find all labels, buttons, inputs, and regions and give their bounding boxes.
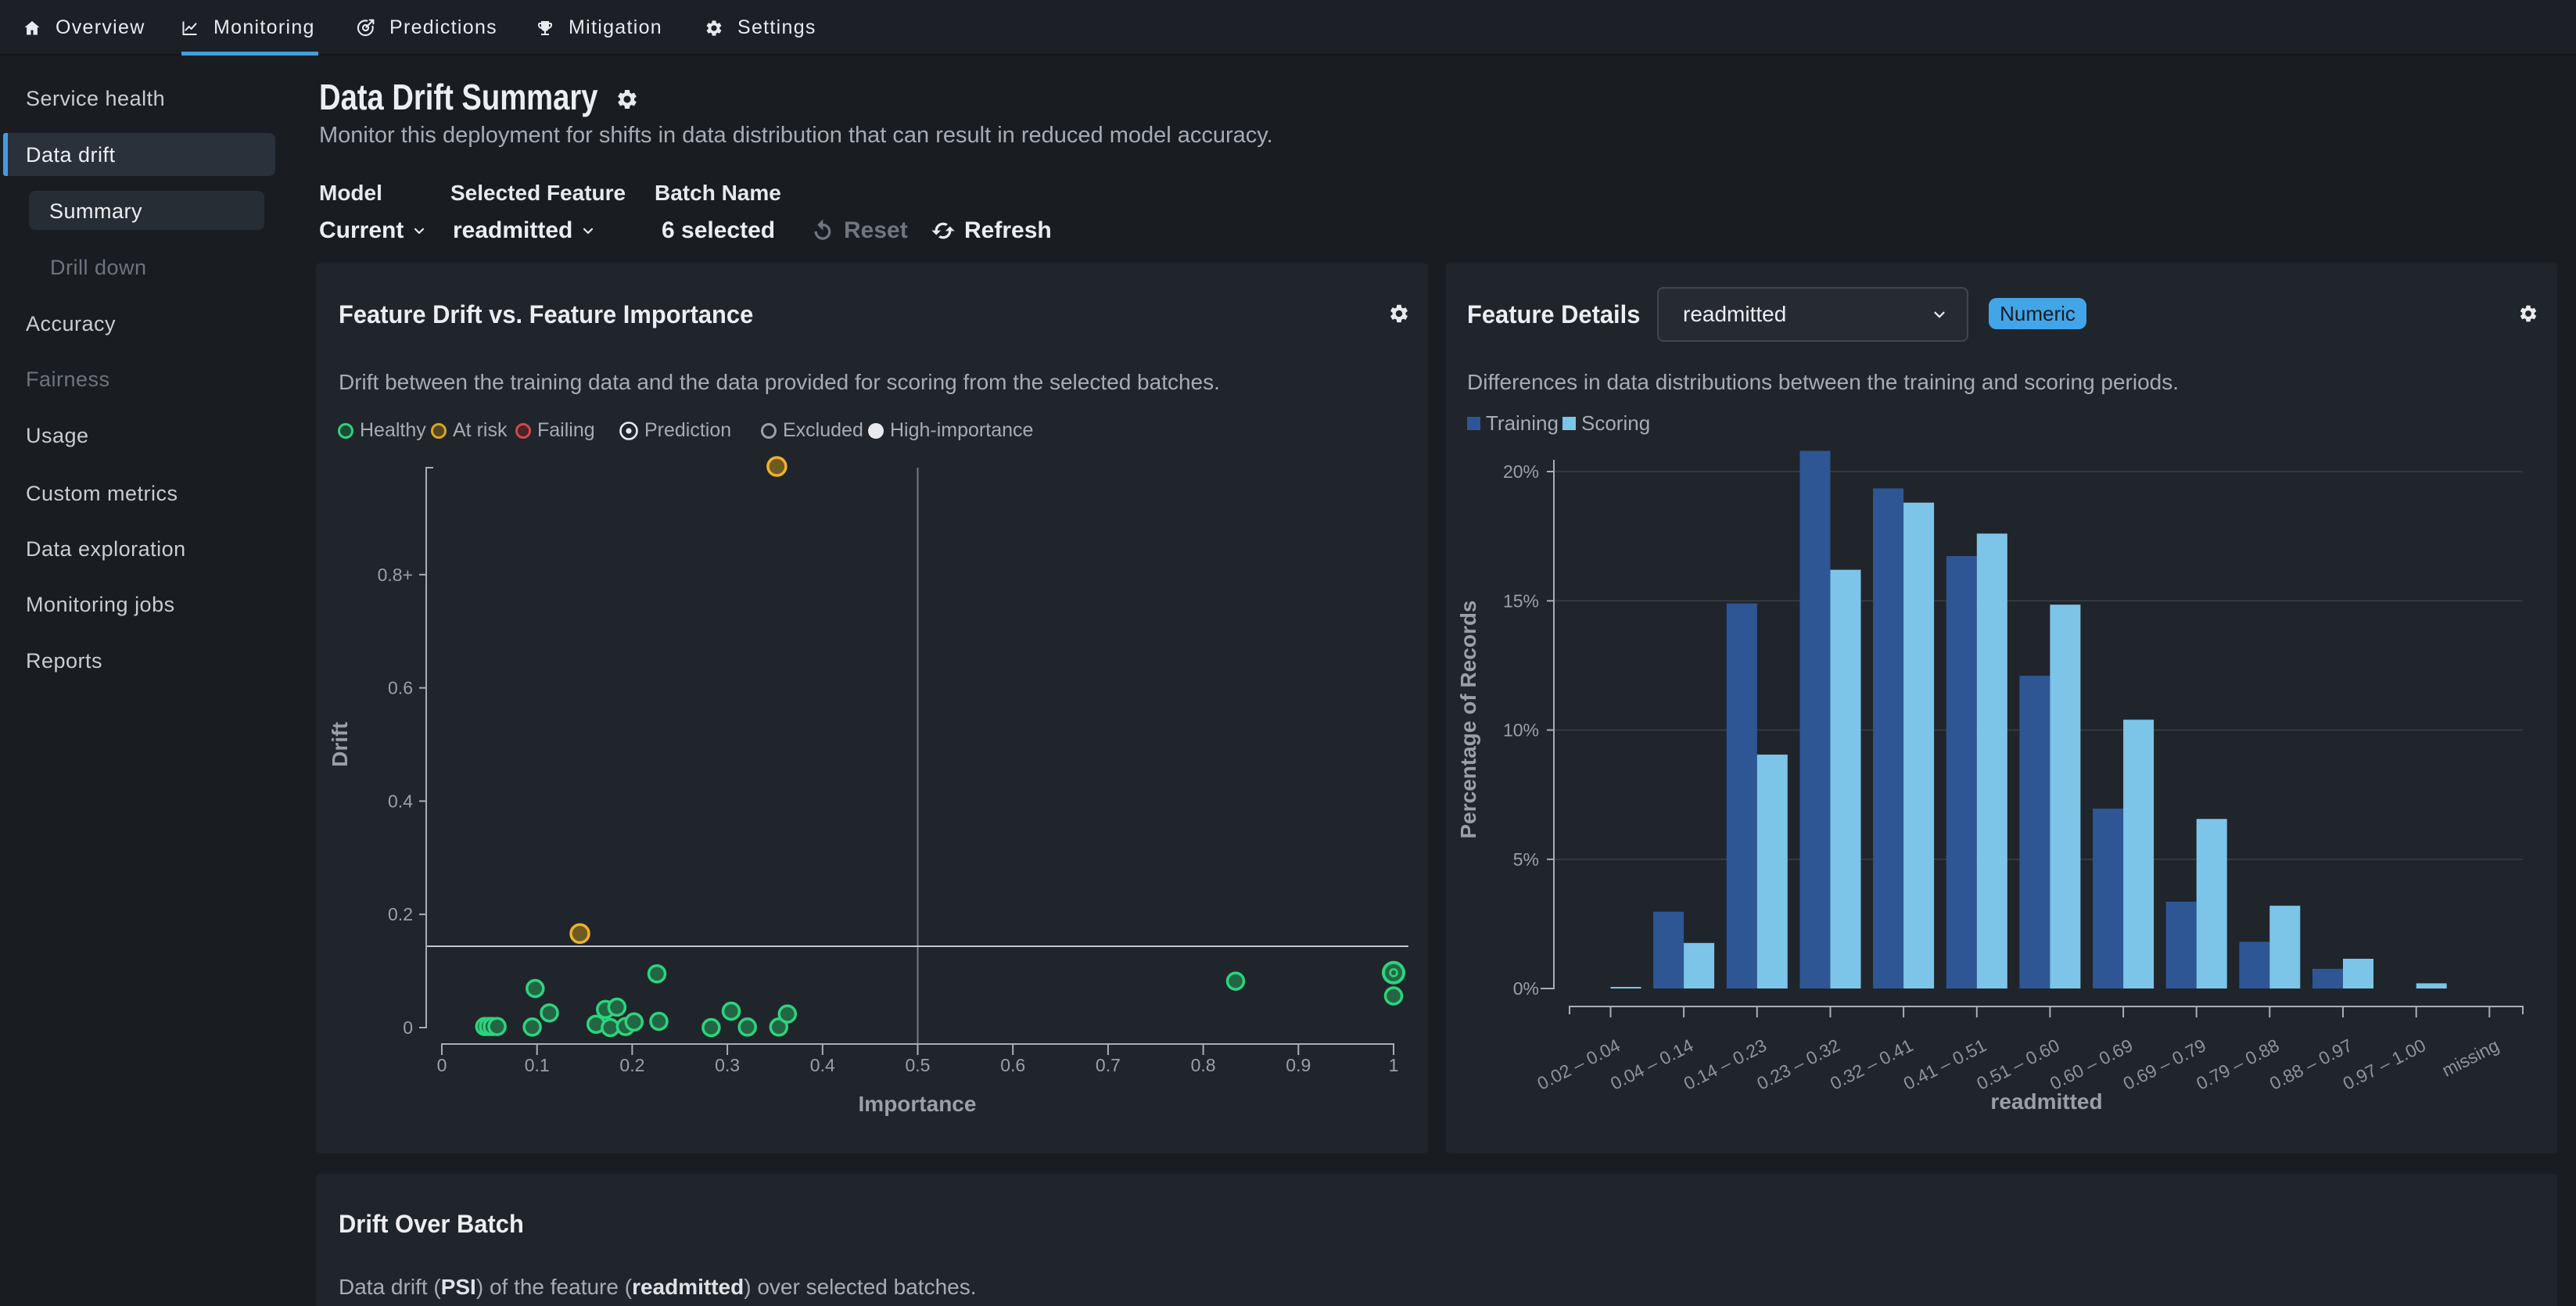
svg-text:0.2: 0.2 xyxy=(619,1055,644,1075)
svg-text:0.6: 0.6 xyxy=(1000,1055,1025,1075)
svg-text:Percentage of Records: Percentage of Records xyxy=(1456,601,1480,839)
svg-text:0.4: 0.4 xyxy=(810,1055,835,1075)
svg-text:0.7: 0.7 xyxy=(1096,1055,1121,1075)
svg-text:0.5: 0.5 xyxy=(906,1055,931,1075)
svg-text:0%: 0% xyxy=(1513,978,1539,999)
svg-text:0.69 – 0.79: 0.69 – 0.79 xyxy=(2120,1035,2209,1093)
svg-text:Importance: Importance xyxy=(859,1092,977,1116)
svg-text:20%: 20% xyxy=(1503,461,1539,482)
svg-text:15%: 15% xyxy=(1503,590,1539,611)
svg-text:0.32 – 0.41: 0.32 – 0.41 xyxy=(1827,1035,1916,1093)
svg-text:readmitted: readmitted xyxy=(1990,1089,2102,1114)
svg-text:0.4: 0.4 xyxy=(388,791,413,811)
svg-text:0.79 – 0.88: 0.79 – 0.88 xyxy=(2193,1035,2282,1093)
svg-text:0: 0 xyxy=(403,1017,413,1038)
svg-text:0.88 – 0.97: 0.88 – 0.97 xyxy=(2266,1035,2355,1093)
svg-text:0.9: 0.9 xyxy=(1286,1055,1311,1075)
svg-text:0.02 – 0.04: 0.02 – 0.04 xyxy=(1534,1035,1623,1094)
svg-text:Drift: Drift xyxy=(328,722,352,767)
svg-text:0.97 – 1.00: 0.97 – 1.00 xyxy=(2340,1035,2429,1093)
svg-text:0.8: 0.8 xyxy=(1191,1055,1216,1075)
svg-text:0.04 – 0.14: 0.04 – 0.14 xyxy=(1607,1035,1697,1094)
svg-text:missing: missing xyxy=(2438,1035,2502,1081)
svg-text:0: 0 xyxy=(437,1055,447,1075)
svg-text:0.1: 0.1 xyxy=(525,1055,550,1075)
svg-text:0.41 – 0.51: 0.41 – 0.51 xyxy=(1900,1035,1989,1093)
svg-text:0.2: 0.2 xyxy=(388,904,413,924)
svg-text:5%: 5% xyxy=(1513,849,1539,870)
svg-text:10%: 10% xyxy=(1503,720,1539,741)
svg-text:0.23 – 0.32: 0.23 – 0.32 xyxy=(1753,1035,1842,1093)
svg-text:0.3: 0.3 xyxy=(715,1055,740,1075)
svg-text:1: 1 xyxy=(1389,1055,1399,1075)
svg-text:0.8+: 0.8+ xyxy=(378,565,413,585)
svg-text:0.6: 0.6 xyxy=(388,678,413,698)
svg-text:0.14 – 0.23: 0.14 – 0.23 xyxy=(1681,1035,1770,1093)
svg-text:0.51 – 0.60: 0.51 – 0.60 xyxy=(1973,1035,2062,1093)
svg-text:0.60 – 0.69: 0.60 – 0.69 xyxy=(2047,1035,2136,1093)
